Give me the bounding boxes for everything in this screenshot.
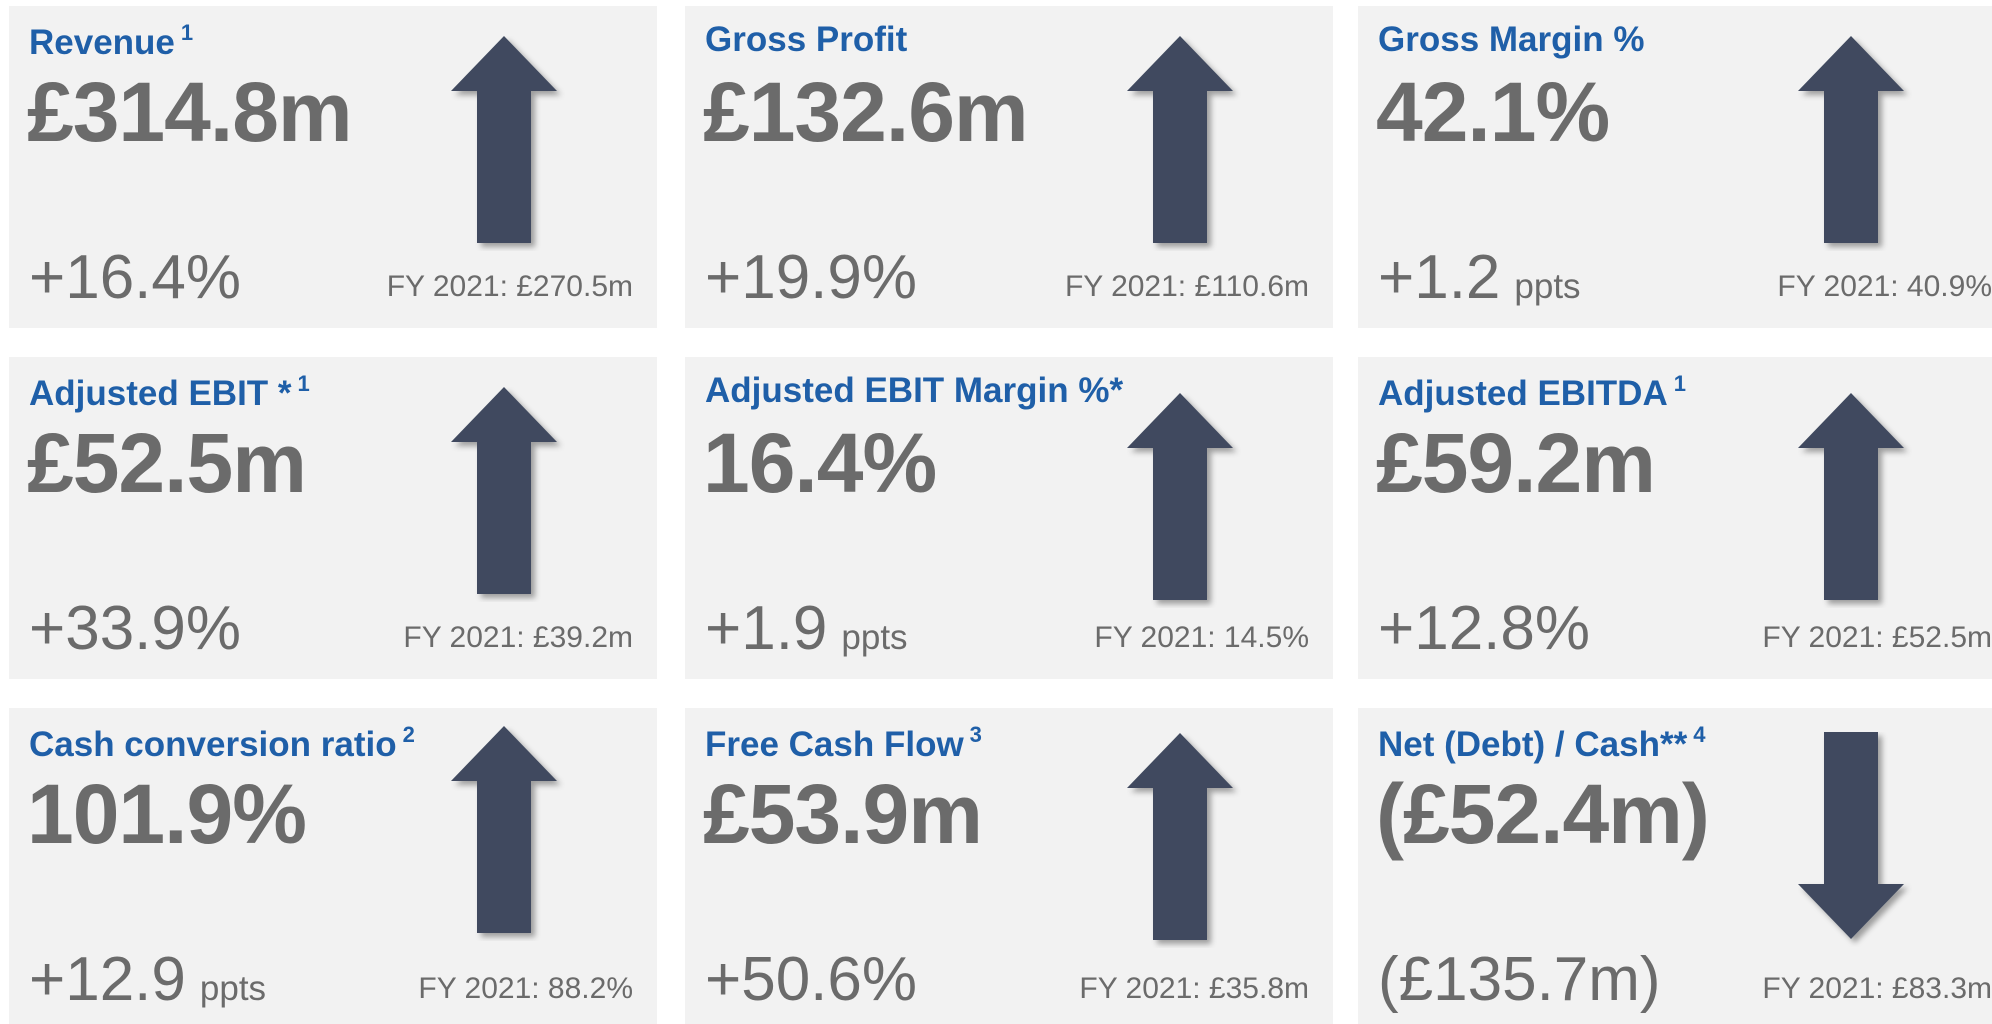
prior-year: FY 2021: £39.2m xyxy=(403,621,633,654)
kpi-change: +16.4% xyxy=(29,242,241,313)
change-text: (£135.7m) xyxy=(1378,945,1661,1014)
change-unit: ppts xyxy=(1514,267,1581,306)
up-arrow xyxy=(1127,733,1233,940)
card-title: Adjusted EBIT Margin %* xyxy=(705,371,1123,411)
change-unit: ppts xyxy=(199,969,267,1008)
kpi-change: +1.2 ppts xyxy=(1378,242,1581,313)
prior-year: FY 2021: 88.2% xyxy=(418,972,633,1005)
kpi-value: £132.6m xyxy=(703,65,1029,159)
up-arrow xyxy=(1127,36,1233,243)
kpi-card: Adjusted EBIT Margin %* 16.4% +1.9 ppts FY 2… xyxy=(685,357,1333,679)
kpi-card: Revenue 1 £314.8m +16.4% FY 2021: £270.5m xyxy=(9,6,657,328)
change-unit: ppts xyxy=(841,618,908,657)
card-title: Gross Margin % xyxy=(1378,20,1644,60)
card-title: Gross Profit xyxy=(705,20,907,60)
change-text: +50.6% xyxy=(705,945,918,1014)
up-arrow xyxy=(451,36,557,243)
title-text: Adjusted EBIT * xyxy=(29,374,292,413)
change-text: +33.9% xyxy=(29,594,242,663)
card-title: Cash conversion ratio 2 xyxy=(29,722,415,765)
footnote-marker: 1 xyxy=(297,371,310,396)
card-title: Adjusted EBITDA 1 xyxy=(1378,371,1686,414)
prior-year: FY 2021: 40.9% xyxy=(1777,270,1992,303)
prior-year: FY 2021: £110.6m xyxy=(1064,270,1309,303)
prior-year: FY 2021: £52.5m xyxy=(1762,621,1992,654)
change-text: +16.4% xyxy=(29,243,242,312)
up-arrow xyxy=(451,387,557,594)
change-text: +19.9% xyxy=(705,243,918,312)
footnote-marker: 1 xyxy=(180,20,194,45)
prior-year: FY 2021: £270.5m xyxy=(386,270,633,303)
kpi-change: +33.9% xyxy=(29,593,241,664)
change-text: +12.9 xyxy=(29,945,186,1014)
card-title: Net (Debt) / Cash** 4 xyxy=(1378,722,1705,765)
kpi-change: +50.6% xyxy=(705,944,917,1015)
kpi-card: Cash conversion ratio 2 101.9% +12.9 ppts FY … xyxy=(9,708,657,1024)
card-title: Revenue 1 xyxy=(29,20,193,63)
kpi-value: £59.2m xyxy=(1376,416,1656,510)
title-text: Free Cash Flow xyxy=(705,725,964,764)
footnote-marker: 3 xyxy=(969,722,982,747)
prior-year: FY 2021: £35.8m xyxy=(1079,972,1309,1005)
footnote-marker: 4 xyxy=(1693,722,1706,747)
up-arrow xyxy=(1127,393,1233,600)
kpi-change: +1.9 ppts xyxy=(705,593,908,664)
change-text: +12.8% xyxy=(1378,594,1591,663)
kpi-card: Free Cash Flow 3 £53.9m +50.6% FY 2021: £35.… xyxy=(685,708,1333,1024)
kpi-card: Adjusted EBIT * 1 £52.5m +33.9% FY 2021: £39… xyxy=(9,357,657,679)
up-arrow xyxy=(1798,36,1904,243)
kpi-value: £53.9m xyxy=(703,767,983,861)
kpi-value: 42.1% xyxy=(1376,65,1610,159)
up-arrow xyxy=(451,726,557,933)
title-text: Revenue xyxy=(29,23,175,62)
down-arrow xyxy=(1798,732,1904,939)
card-title: Free Cash Flow 3 xyxy=(705,722,982,765)
title-text: Adjusted EBITDA xyxy=(1378,374,1668,413)
prior-year: FY 2021: £83.3m xyxy=(1762,972,1992,1005)
title-text: Gross Profit xyxy=(705,20,908,59)
change-text: +1.9 xyxy=(705,594,828,663)
kpi-card: Net (Debt) / Cash** 4 (£52.4m) (£135.7m) FY … xyxy=(1358,708,1992,1024)
kpi-card: Gross Margin % 42.1% +1.2 ppts FY 2021: 40.9… xyxy=(1358,6,1992,328)
kpi-card: Gross Profit £132.6m +19.9% FY 2021: £110.6… xyxy=(685,6,1333,328)
footnote-marker: 2 xyxy=(402,722,415,747)
kpi-value: £314.8m xyxy=(27,65,353,159)
kpi-value: 101.9% xyxy=(27,767,307,861)
footnote-marker: 1 xyxy=(1673,371,1686,396)
kpi-change: +19.9% xyxy=(705,242,917,313)
kpi-change: (£135.7m) xyxy=(1378,944,1661,1015)
kpi-change: +12.8% xyxy=(1378,593,1590,664)
change-text: +1.2 xyxy=(1378,243,1501,312)
up-arrow xyxy=(1798,393,1904,600)
kpi-card: Adjusted EBITDA 1 £59.2m +12.8% FY 2021: £52… xyxy=(1358,357,1992,679)
kpi-value: £52.5m xyxy=(27,416,307,510)
card-title: Adjusted EBIT * 1 xyxy=(29,371,310,414)
title-text: Gross Margin % xyxy=(1378,20,1645,59)
kpi-value: 16.4% xyxy=(703,416,937,510)
title-text: Adjusted EBIT Margin %* xyxy=(705,371,1124,410)
title-text: Cash conversion ratio xyxy=(29,725,397,764)
kpi-change: +12.9 ppts xyxy=(29,944,266,1015)
kpi-value: (£52.4m) xyxy=(1376,767,1710,861)
prior-year: FY 2021: 14.5% xyxy=(1094,621,1309,654)
title-text: Net (Debt) / Cash** xyxy=(1378,725,1688,764)
